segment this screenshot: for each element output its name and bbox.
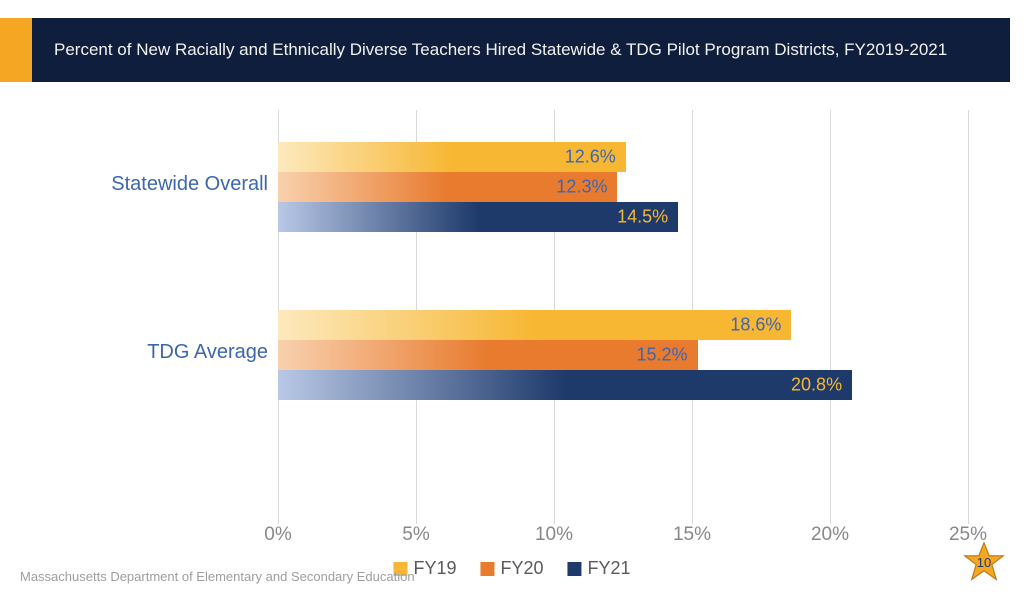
bar-value-label: 14.5% <box>617 207 668 228</box>
bar-value-label: 12.3% <box>556 177 607 198</box>
page-title: Percent of New Racially and Ethnically D… <box>54 40 947 60</box>
bar-value-label: 18.6% <box>730 315 781 336</box>
bar: 14.5% <box>278 202 678 232</box>
bar-chart: Statewide Overall12.6%12.3%14.5%TDG Aver… <box>278 110 968 524</box>
bar-value-label: 15.2% <box>636 345 687 366</box>
x-tick-label: 10% <box>535 524 573 546</box>
header-bar: Percent of New Racially and Ethnically D… <box>0 18 1024 82</box>
x-tick-label: 20% <box>811 524 849 546</box>
x-tick-label: 5% <box>402 524 429 546</box>
category-label: Statewide Overall <box>111 173 268 196</box>
accent-block <box>0 18 32 82</box>
legend-swatch <box>568 562 582 576</box>
x-tick-label: 15% <box>673 524 711 546</box>
footer-org: Massachusetts Department of Elementary a… <box>20 569 415 584</box>
gridline <box>968 110 969 524</box>
x-tick-label: 0% <box>264 524 291 546</box>
bar: 12.6% <box>278 142 626 172</box>
bar: 20.8% <box>278 370 852 400</box>
bar-value-label: 12.6% <box>565 147 616 168</box>
gridline <box>830 110 831 524</box>
category-label: TDG Average <box>147 341 268 364</box>
bar-value-label: 20.8% <box>791 375 842 396</box>
title-block: Percent of New Racially and Ethnically D… <box>32 18 1010 82</box>
legend-swatch <box>480 562 494 576</box>
bar: 12.3% <box>278 172 617 202</box>
page-number: 10 <box>962 540 1006 584</box>
bar: 15.2% <box>278 340 698 370</box>
bar: 18.6% <box>278 310 791 340</box>
